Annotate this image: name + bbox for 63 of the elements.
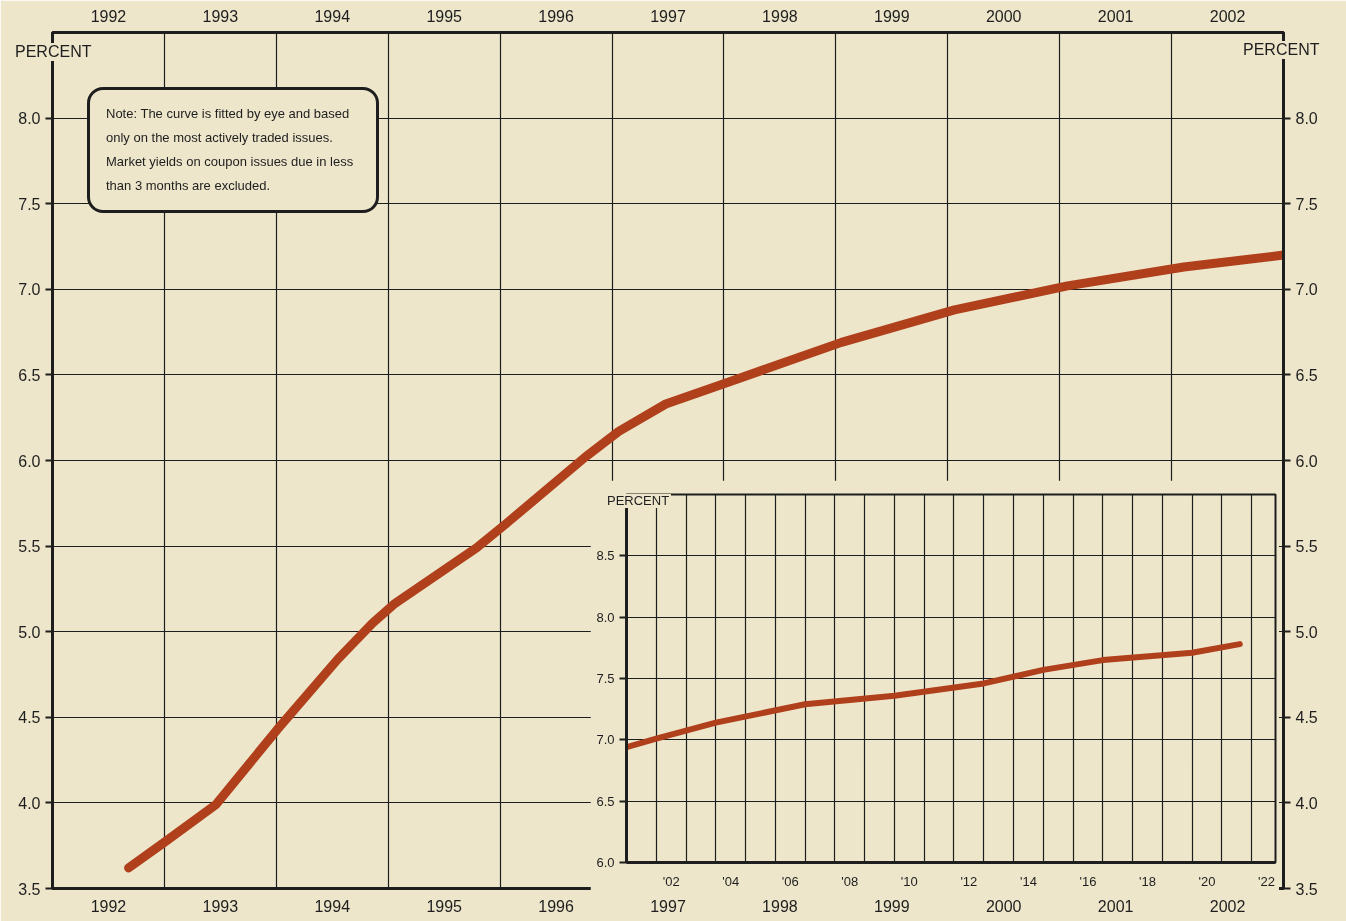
x-tick-label: '18: [1139, 873, 1156, 889]
y2-tick-label: 3.5: [1295, 880, 1318, 898]
y-tick-label: 6.0: [18, 452, 41, 470]
x2-tick-label: 2002: [1209, 897, 1246, 915]
y2-tick-label: 6.5: [1295, 366, 1318, 384]
note-box: Note: The curve is fitted by eye and based only on the most actively traded issues. Market yields on coupon issues due in less than 3 months are excluded.: [87, 87, 379, 214]
y-tick-label: 6.5: [18, 366, 41, 384]
x2-tick-label: 1996: [538, 897, 574, 915]
y-axis-title: PERCENT: [15, 43, 92, 61]
x-tick-label: 2000: [985, 7, 1022, 25]
y-tick-label: 8.5: [596, 548, 615, 564]
y-tick-label: 8.0: [18, 110, 41, 128]
y2-tick-label: 6.0: [1295, 452, 1318, 470]
x-tick-label: '12: [960, 873, 978, 889]
y-tick-label: 4.5: [18, 709, 41, 727]
x2-tick-label: 2001: [1097, 897, 1134, 915]
x-tick-label: 2001: [1097, 7, 1134, 25]
y-tick-label: 6.5: [596, 793, 615, 809]
x2-tick-label: 1999: [874, 897, 910, 915]
x-tick-label: 1992: [90, 7, 127, 25]
x2-tick-label: 1994: [314, 897, 351, 915]
y-tick-label: 4.0: [18, 794, 41, 812]
x2-tick-label: 1993: [202, 897, 239, 915]
x2-tick-label: 2000: [985, 897, 1022, 915]
y2-tick-label: 7.0: [1295, 281, 1318, 299]
y-tick-label: 3.5: [18, 880, 41, 898]
y2-tick-label: 5.5: [1295, 538, 1318, 556]
y2-tick-label: 4.5: [1295, 709, 1318, 727]
y2-tick-label: 5.0: [1295, 623, 1318, 641]
y-tick-label: 7.5: [596, 671, 615, 686]
y-axis-title: PERCENT: [607, 493, 670, 509]
x-tick-label: '10: [900, 873, 918, 889]
x2-tick-label: 1995: [426, 897, 463, 915]
x-tick-label: '22: [1258, 873, 1276, 889]
x-tick-label: '16: [1079, 873, 1097, 889]
x2-tick-label: 1997: [650, 897, 686, 915]
x-tick-label: 1998: [762, 7, 798, 25]
x-tick-label: '20: [1198, 873, 1216, 889]
y2-tick-label: 8.0: [1295, 110, 1318, 128]
y-tick-label: 8.0: [596, 609, 615, 625]
x-tick-label: 1999: [874, 7, 910, 25]
x-tick-label: '04: [722, 873, 740, 889]
y-tick-label: 7.5: [18, 195, 41, 213]
y-tick-label: 7.0: [596, 732, 615, 748]
x-tick-label: '02: [662, 873, 680, 889]
y2-axis-title: PERCENT: [1243, 41, 1320, 59]
x2-tick-label: 1992: [90, 897, 127, 915]
x-tick-label: 2002: [1209, 7, 1246, 25]
y2-tick-label: 4.0: [1295, 794, 1318, 812]
y-tick-label: 6.0: [596, 855, 615, 870]
y-tick-label: 5.0: [18, 623, 41, 641]
x-tick-label: 1994: [314, 7, 351, 25]
x-tick-label: '06: [781, 873, 799, 889]
y-tick-label: 7.0: [18, 281, 41, 299]
y2-tick-label: 7.5: [1295, 195, 1318, 213]
x-tick-label: 1993: [202, 7, 239, 25]
y-tick-label: 5.5: [18, 538, 41, 556]
x-tick-label: 1997: [650, 7, 686, 25]
x2-tick-label: 1998: [762, 897, 798, 915]
x-tick-label: '08: [841, 873, 859, 889]
x-tick-label: 1995: [426, 7, 463, 25]
x-tick-label: '14: [1019, 873, 1037, 889]
x-tick-label: 1996: [538, 7, 574, 25]
